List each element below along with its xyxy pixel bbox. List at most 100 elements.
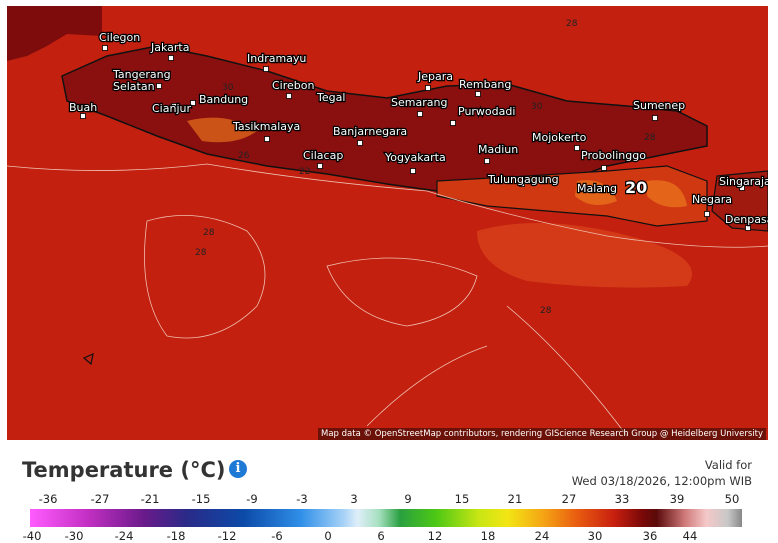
colorbar-label: -36 [38, 492, 58, 506]
city-label: Selatan [113, 80, 155, 93]
colorbar-label: 15 [454, 492, 470, 506]
java-island [61, 45, 708, 192]
city-label: Tegal [316, 91, 345, 104]
colorbar-label: -12 [217, 529, 237, 543]
colorbar-label: 44 [682, 529, 698, 543]
city-label: Cilegon [99, 31, 140, 44]
city-marker [357, 140, 363, 146]
colorbar-label: 30 [587, 529, 603, 543]
valid-time: Valid for Wed 03/18/2026, 12:00pm WIB [572, 457, 752, 489]
contour-label: 28 [195, 248, 207, 258]
colorbar-label: 6 [377, 529, 385, 543]
colorbar-label: -9 [246, 492, 258, 506]
city-marker [519, 181, 525, 187]
colorbar-label: -18 [166, 529, 186, 543]
city-label: Indramayu [247, 52, 306, 65]
city-marker [450, 120, 456, 126]
city-marker [171, 103, 177, 109]
warm-area [477, 223, 692, 288]
valid-value: Wed 03/18/2026, 12:00pm WIB [571, 474, 752, 488]
contour-label: 30 [531, 102, 543, 112]
colorbar-label: -15 [191, 492, 211, 506]
contour-label: 28 [566, 19, 578, 29]
city-marker [263, 66, 269, 72]
colorbar-label: -40 [22, 529, 42, 543]
contour [366, 305, 628, 437]
city-label: Rembang [459, 78, 511, 91]
city-marker [484, 158, 490, 164]
colorbar-label: 27 [561, 492, 577, 506]
island [82, 352, 94, 366]
city-marker [168, 55, 174, 61]
city-label: Singaraja [719, 175, 768, 188]
hot-spot [187, 117, 257, 143]
city-label: Tasikmalaya [232, 120, 300, 133]
city-label: Bandung [199, 93, 248, 106]
city-marker [425, 85, 431, 91]
city-label: Purwodadi [458, 105, 515, 118]
city-marker [417, 111, 423, 117]
colorbar-label: 21 [507, 492, 523, 506]
city-label: Buah [69, 101, 97, 114]
colorbar [30, 509, 742, 527]
contour-label: 22 [299, 167, 310, 177]
info-button[interactable]: i [229, 460, 247, 478]
city-marker [739, 185, 745, 191]
colorbar-label: 18 [480, 529, 496, 543]
colorbar-label: -24 [114, 529, 134, 543]
contour-label: 26 [238, 151, 250, 161]
city-marker [704, 211, 710, 217]
contour-label: 28 [203, 228, 215, 238]
colorbar-label: 9 [404, 492, 412, 506]
sumatra [7, 6, 102, 61]
colorbar-label: -27 [90, 492, 110, 506]
colorbar-label: 24 [534, 529, 550, 543]
city-label: Cianjur [152, 102, 191, 115]
city-label: Cilacap [303, 149, 343, 162]
city-label: Jakarta [150, 41, 189, 54]
colorbar-label: 33 [614, 492, 630, 506]
hot-spot [575, 180, 687, 208]
colorbar-label: 3 [350, 492, 358, 506]
colorbar-label: -6 [271, 529, 283, 543]
city-label: Negara [692, 193, 732, 206]
colorbar-label: 50 [724, 492, 740, 506]
city-marker [286, 93, 292, 99]
city-marker [601, 165, 607, 171]
contour-label: 28 [540, 306, 552, 316]
city-marker [102, 45, 108, 51]
colorbar-label: -3 [296, 492, 308, 506]
city-label: Tulungagung [487, 173, 559, 186]
contour [144, 214, 478, 339]
contour-label: 28 [644, 133, 656, 143]
colorbar-label: -30 [64, 529, 84, 543]
colorbar-label: 39 [669, 492, 685, 506]
city-label: Mojokerto [532, 131, 587, 144]
city-marker [190, 100, 196, 106]
attribution: Map data © OpenStreetMap contributors, r… [318, 428, 766, 440]
contour [7, 163, 768, 248]
city-label: Yogyakarta [384, 151, 446, 164]
city-marker [574, 145, 580, 151]
city-marker [156, 83, 162, 89]
city-label: Sumenep [633, 99, 685, 112]
city-marker [410, 168, 416, 174]
city-label: Tangerang [112, 68, 171, 81]
city-marker [596, 186, 602, 192]
city-marker [475, 91, 481, 97]
city-marker [317, 163, 323, 169]
colorbar-label: 12 [427, 529, 443, 543]
valid-label: Valid for [704, 458, 752, 472]
contour-label: 30 [222, 83, 234, 93]
city-label: Malang [577, 182, 617, 195]
city-marker [264, 136, 270, 142]
city-label: Banjarnegara [333, 125, 407, 138]
city-marker [652, 115, 658, 121]
highlight-label: 20 [625, 178, 647, 197]
city-label: Semarang [391, 96, 447, 109]
city-label: Cirebon [272, 79, 314, 92]
east-java [436, 165, 708, 227]
colorbar-label: 36 [642, 529, 658, 543]
city-label: Denpasar [725, 213, 768, 226]
